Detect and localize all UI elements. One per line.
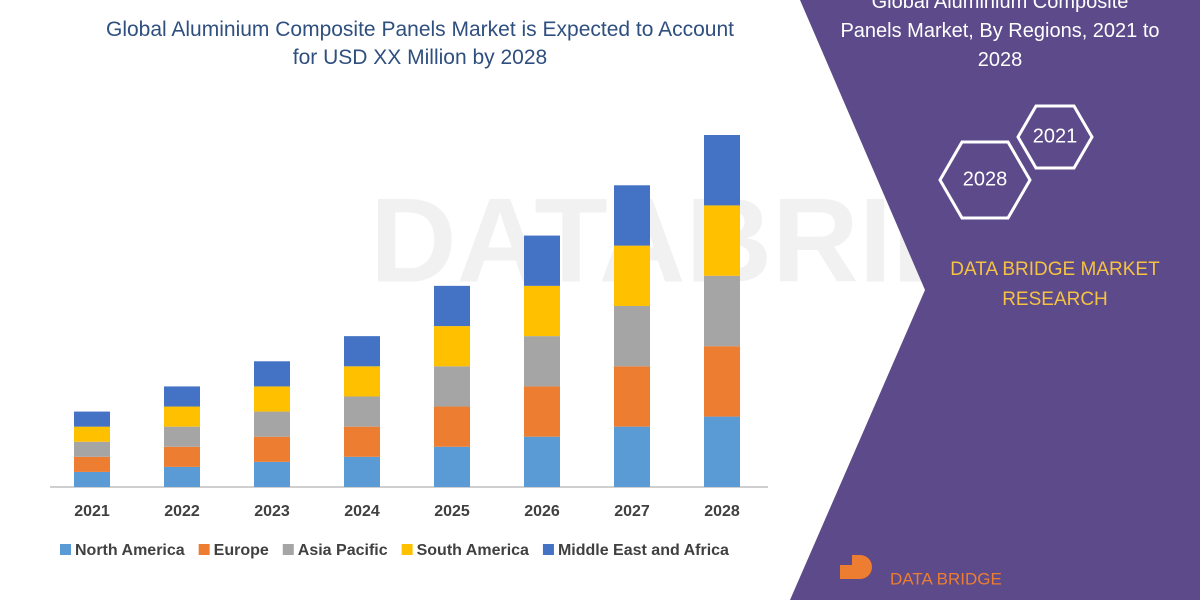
bar-segment [434, 326, 470, 367]
bar-segment [614, 305, 650, 367]
bar-segment [254, 411, 290, 437]
hexagon-label: 2028 [963, 168, 1008, 190]
bar-segment [524, 336, 560, 387]
bar-segment [704, 416, 740, 487]
bar-segment [434, 285, 470, 327]
bar-segment [344, 396, 380, 427]
side-panel [790, 0, 1200, 600]
panel-title: Global Aluminium Composite Panels Market… [840, 0, 1160, 71]
legend-label: North America [75, 542, 185, 559]
chart-title: Global Aluminium Composite Panels Market… [106, 18, 734, 69]
bar-segment [74, 471, 110, 487]
bar-segment [254, 386, 290, 412]
brand-name: DATA BRIDGE MARKET RESEARCH [950, 259, 1160, 310]
bar-segment [614, 426, 650, 487]
x-tick-label: 2024 [344, 503, 380, 520]
bar-segment [524, 235, 560, 286]
bar-segment [704, 346, 740, 417]
x-tick-label: 2022 [164, 503, 200, 520]
bar-segment [164, 426, 200, 447]
bar-segment [164, 386, 200, 407]
logo-text: DATA BRIDGE [890, 569, 1002, 588]
bar-segment [74, 441, 110, 457]
legend-swatch [282, 544, 294, 555]
bar-segment [74, 456, 110, 472]
logo-icon [840, 555, 872, 579]
bar-segment [704, 205, 740, 276]
legend-swatch [60, 544, 71, 555]
legend-swatch [198, 544, 210, 555]
x-tick-label: 2023 [254, 503, 290, 520]
bar-segment [704, 135, 740, 206]
legend-swatch [401, 544, 413, 555]
bar-segment [614, 366, 650, 427]
x-tick-label: 2028 [704, 503, 740, 520]
x-tick-label: 2021 [74, 503, 110, 520]
bar-segment [254, 436, 290, 462]
bar-segment [344, 366, 380, 397]
bar-segment [524, 436, 560, 487]
bar-segment [254, 461, 290, 487]
x-tick-label: 2027 [614, 503, 650, 520]
bar-segment [434, 406, 470, 447]
hexagon-label: 2021 [1033, 125, 1078, 147]
legend-swatch [542, 544, 554, 555]
bar-segment [164, 466, 200, 487]
bar-segment [164, 406, 200, 427]
legend-label: Europe [214, 542, 269, 559]
bar-segment [344, 456, 380, 487]
x-tick-label: 2025 [434, 503, 470, 520]
bar-segment [74, 411, 110, 427]
bar-segment [704, 275, 740, 347]
bar-segment [524, 386, 560, 437]
bar-segment [344, 336, 380, 367]
bar-segment [614, 245, 650, 306]
bar-segment [74, 426, 110, 442]
legend-label: Middle East and Africa [558, 542, 729, 559]
legend-label: South America [417, 542, 529, 559]
bar-segment [614, 185, 650, 246]
legend-label: Asia Pacific [298, 542, 388, 559]
bar-segment [524, 285, 560, 337]
hexagon [938, 140, 1032, 220]
bar-segment [344, 426, 380, 457]
bar-segment [434, 366, 470, 407]
x-tick-label: 2026 [524, 503, 560, 520]
bar-segment [164, 446, 200, 467]
bar-segment [434, 446, 470, 487]
bar-segment [254, 361, 290, 387]
hexagon [1016, 104, 1094, 170]
